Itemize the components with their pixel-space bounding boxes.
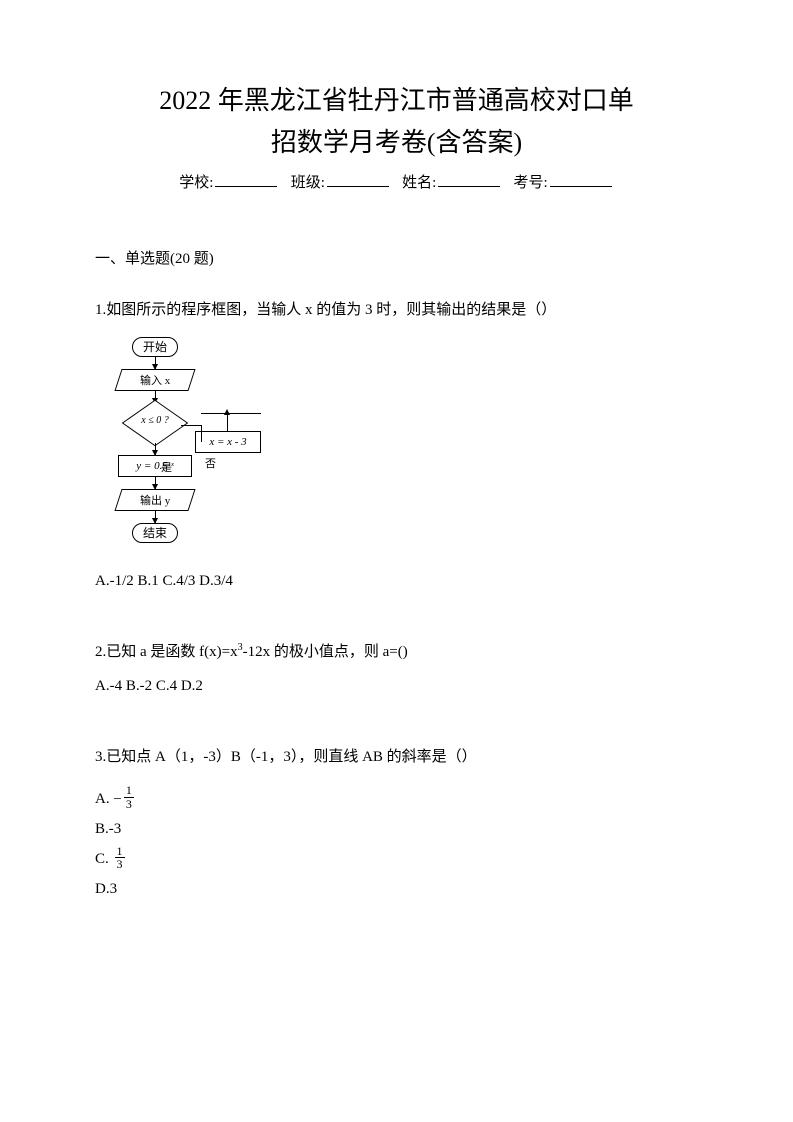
question-3-stem: 3.已知点 A（1，-3）B（-1，3），则直线 AB 的斜率是（） bbox=[95, 743, 698, 772]
class-blank bbox=[327, 172, 389, 187]
flow-input: 输入 x bbox=[114, 369, 195, 391]
school-label: 学校: bbox=[179, 175, 213, 191]
flow-arrow bbox=[155, 511, 156, 523]
q3-c-label: C. bbox=[95, 851, 109, 867]
flow-arrow bbox=[155, 443, 156, 455]
flow-arrow bbox=[155, 477, 156, 489]
flow-arrow-up bbox=[224, 409, 230, 415]
q3-option-a: A. −13 bbox=[95, 784, 698, 815]
q3-c-frac: 13 bbox=[115, 845, 125, 871]
examno-blank bbox=[550, 172, 612, 187]
school-blank bbox=[215, 172, 277, 187]
section-heading: 一、单选题(20 题) bbox=[95, 247, 698, 268]
exam-title: 2022 年黑龙江省牡丹江市普通高校对口单 招数学月考卷(含答案) bbox=[95, 80, 698, 163]
q2-post: -12x 的极小值点，则 a=() bbox=[243, 644, 408, 660]
q3-a-neg: − bbox=[113, 791, 121, 807]
q3-option-b: B.-3 bbox=[95, 814, 698, 844]
q3-a-den: 3 bbox=[124, 798, 134, 811]
name-label: 姓名: bbox=[402, 175, 436, 191]
q3-a-label: A. bbox=[95, 791, 110, 807]
flow-input-text: 输入 x bbox=[140, 372, 170, 388]
flow-vline2 bbox=[201, 425, 202, 442]
flow-hline bbox=[201, 413, 261, 414]
q3-a-num: 1 bbox=[124, 784, 134, 798]
question-1-stem: 1.如图所示的程序框图，当输人 x 的值为 3 时，则其输出的结果是（） bbox=[95, 296, 698, 325]
flow-side-branch: x = x - 3 bbox=[195, 431, 261, 453]
q3-a-frac: 13 bbox=[124, 784, 134, 810]
flow-yes-label: 是 bbox=[161, 459, 172, 475]
flow-no-label: 否 bbox=[205, 455, 216, 471]
question-2-stem: 2.已知 a 是函数 f(x)=x3-12x 的极小值点，则 a=() bbox=[95, 638, 698, 667]
flow-hline2 bbox=[181, 425, 201, 426]
title-line-2: 招数学月考卷(含答案) bbox=[95, 122, 698, 164]
flow-end: 结束 bbox=[132, 523, 178, 543]
flow-output-text: 输出 y bbox=[140, 492, 170, 508]
question-1-options: A.-1/2 B.1 C.4/3 D.3/4 bbox=[95, 573, 698, 590]
title-line-1: 2022 年黑龙江省牡丹江市普通高校对口单 bbox=[95, 80, 698, 122]
q3-option-d: D.3 bbox=[95, 874, 698, 904]
examno-label: 考号: bbox=[514, 175, 548, 191]
flow-side-assign: x = x - 3 bbox=[195, 431, 261, 453]
flow-output: 输出 y bbox=[114, 489, 195, 511]
flow-arrow bbox=[155, 357, 156, 369]
student-info-line: 学校: 班级: 姓名: 考号: bbox=[95, 171, 698, 192]
flowchart: 开始 输入 x x ≤ 0 ? y = 0.5 ˣ 输出 y 结束 是 x = … bbox=[95, 337, 285, 569]
flow-vline bbox=[227, 413, 228, 431]
q2-pre: 2.已知 a 是函数 f(x)=x bbox=[95, 644, 238, 660]
flow-decision: x ≤ 0 ? bbox=[127, 403, 183, 443]
flow-start: 开始 bbox=[132, 337, 178, 357]
flow-cond-text: x ≤ 0 ? bbox=[127, 415, 183, 426]
question-3-options: A. −13 B.-3 C. 13 D.3 bbox=[95, 784, 698, 905]
question-2-options: A.-4 B.-2 C.4 D.2 bbox=[95, 678, 698, 695]
flow-calc: y = 0.5 ˣ bbox=[118, 455, 192, 477]
q3-c-den: 3 bbox=[115, 858, 125, 871]
class-label: 班级: bbox=[291, 175, 325, 191]
name-blank bbox=[438, 172, 500, 187]
q3-option-c: C. 13 bbox=[95, 844, 698, 874]
q3-c-num: 1 bbox=[115, 845, 125, 859]
